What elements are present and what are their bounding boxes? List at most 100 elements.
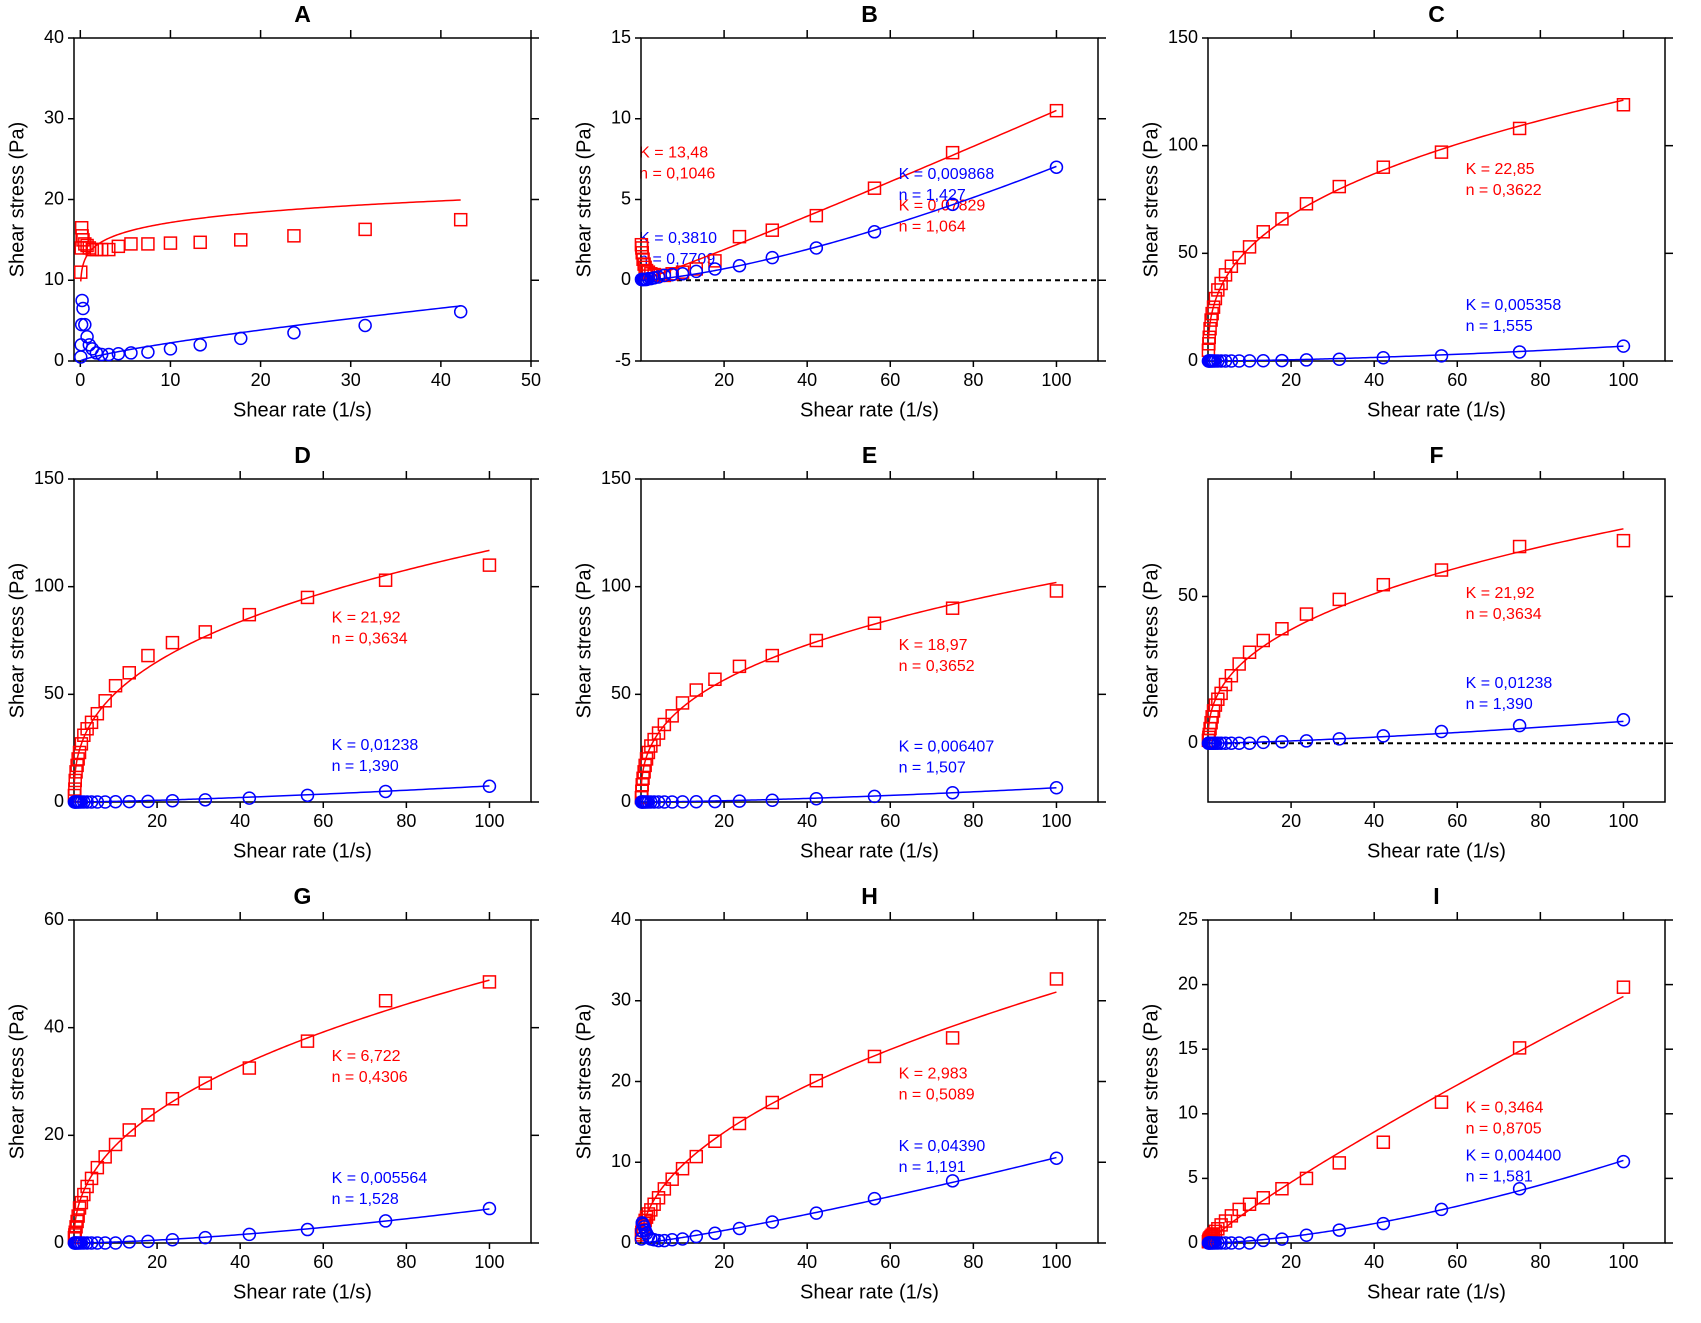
x-tick-label: 80 — [1530, 370, 1550, 390]
y-axis-title: Shear stress (Pa) — [573, 122, 595, 278]
plot-frame — [1207, 37, 1666, 362]
data-point — [1211, 1222, 1225, 1236]
x-tick-label: 40 — [1364, 811, 1384, 831]
data-point — [708, 262, 722, 276]
data-point — [300, 1034, 315, 1048]
data-point — [1049, 972, 1064, 986]
fit-annotation: n = 1,555 — [1466, 318, 1533, 335]
data-point — [689, 683, 704, 697]
x-axis-title: Shear rate (1/s) — [233, 399, 372, 421]
data-point — [765, 1095, 780, 1110]
y-tick-label: 10 — [44, 269, 64, 289]
data-point — [1332, 732, 1347, 746]
y-tick-label: 0 — [1188, 1232, 1198, 1252]
fit-curve — [641, 1156, 1057, 1243]
x-tick-label: 100 — [1608, 811, 1638, 831]
data-point — [165, 1233, 180, 1247]
data-point — [1214, 1236, 1228, 1250]
y-tick-label: 20 — [44, 1124, 64, 1144]
x-tick-label: 80 — [396, 811, 416, 831]
x-tick-label: 40 — [797, 811, 817, 831]
data-point — [1376, 1216, 1391, 1231]
x-tick-label: 40 — [431, 370, 451, 390]
data-point — [708, 254, 722, 268]
fit-annotation: K = 0,004400 — [1466, 1147, 1562, 1164]
x-tick-label: 20 — [714, 1252, 734, 1272]
fit-annotation: K = 0,009868 — [899, 166, 995, 183]
data-point — [234, 331, 248, 346]
data-point — [1214, 736, 1228, 751]
fit-annotation: K = 0,005564 — [332, 1170, 428, 1187]
y-tick-label: 30 — [44, 108, 64, 128]
data-point — [1232, 250, 1246, 265]
x-tick-label: 30 — [341, 370, 361, 390]
data-point — [765, 648, 780, 663]
fit-curve — [1208, 720, 1624, 745]
fit-annotation: n = 0,5089 — [899, 1086, 975, 1103]
x-tick-label: 60 — [313, 811, 333, 831]
data-point — [1299, 197, 1314, 211]
fit-annotation: K = 2,983 — [899, 1065, 968, 1082]
data-point — [1616, 339, 1631, 353]
x-tick-label: 60 — [880, 370, 900, 390]
y-tick-label: 15 — [611, 27, 631, 47]
data-point — [378, 1214, 393, 1228]
fit-curve — [641, 991, 1057, 1236]
data-point — [1202, 330, 1216, 345]
data-point — [665, 1172, 679, 1186]
data-point — [647, 1233, 661, 1247]
y-tick-label: 0 — [1188, 350, 1198, 370]
data-point — [242, 1061, 257, 1075]
data-point — [141, 1108, 155, 1122]
data-point — [651, 795, 666, 809]
data-point — [1218, 736, 1233, 751]
panel: C Shear rate (1/s) Shear stress (Pa) 0 50 100… — [1140, 1, 1673, 421]
fit-curve — [80, 305, 461, 361]
data-point — [82, 338, 97, 352]
data-point — [1434, 349, 1449, 363]
data-point — [242, 791, 257, 805]
fit-curve — [74, 549, 490, 782]
fit-annotation: n = 0,3622 — [1466, 182, 1542, 199]
y-axis-title: Shear stress (Pa) — [6, 122, 28, 278]
x-tick-label: 80 — [963, 1252, 983, 1272]
data-point — [945, 197, 960, 212]
x-tick-label: 40 — [230, 811, 250, 831]
data-point — [198, 625, 213, 639]
data-point — [1275, 1232, 1289, 1246]
data-point — [1275, 353, 1289, 368]
panel: D Shear rate (1/s) Shear stress (Pa) 0 50 100… — [6, 442, 539, 862]
panel-title: A — [294, 1, 311, 27]
data-point — [74, 221, 89, 235]
data-point — [122, 794, 137, 809]
data-point — [1332, 179, 1347, 194]
panel: G Shear rate (1/s) Shear stress (Pa) 0 20 40 6… — [6, 883, 539, 1303]
data-point — [80, 330, 94, 344]
x-tick-label: 80 — [1530, 1252, 1550, 1272]
x-tick-label: 60 — [1447, 811, 1467, 831]
data-point — [378, 573, 393, 587]
fit-annotation: n = 1,427 — [899, 187, 966, 204]
fit-annotation: n = 1,528 — [332, 1191, 399, 1208]
data-point — [98, 795, 112, 809]
data-point — [1224, 354, 1239, 368]
data-point — [1232, 736, 1246, 751]
panel-title: C — [1428, 1, 1445, 27]
data-point — [732, 794, 747, 808]
data-point — [651, 270, 666, 284]
data-point — [198, 1230, 213, 1245]
panel-title: G — [294, 883, 312, 909]
y-tick-label: 40 — [44, 1016, 64, 1036]
fit-annotation: n = 0,8705 — [1466, 1121, 1542, 1138]
data-point — [1242, 1197, 1257, 1211]
data-point — [378, 784, 393, 799]
data-point — [90, 1236, 105, 1250]
fit-annotation: n = 0,3634 — [332, 631, 408, 648]
data-point — [193, 338, 207, 352]
fit-curve — [1208, 528, 1624, 730]
fit-annotation: K = 0,3810 — [639, 230, 717, 247]
data-point — [74, 737, 89, 751]
x-tick-label: 20 — [714, 370, 734, 390]
data-point — [708, 1134, 722, 1149]
